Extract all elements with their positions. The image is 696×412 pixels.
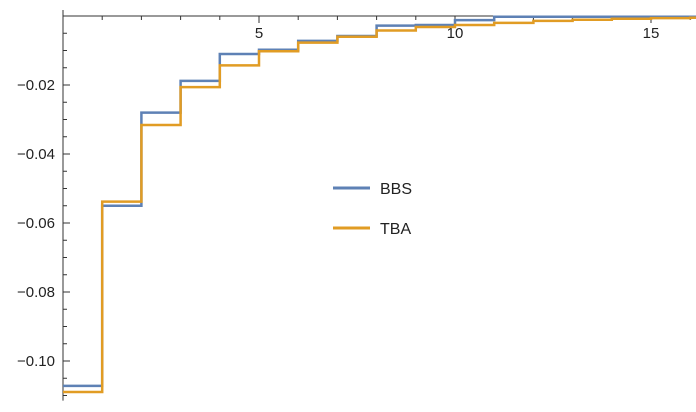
y-tick-label: −0.04 (17, 146, 55, 163)
y-tick-label: −0.08 (17, 284, 55, 301)
series-line-bbs (63, 15, 696, 388)
legend: BBS TBA (333, 181, 412, 238)
series-line-tba (63, 16, 696, 394)
axes: 5 10 15 −0.02 −0.04 −0.06 −0.08 −0.10 (17, 10, 696, 401)
legend-label-tba: TBA (380, 221, 411, 238)
legend-label-bbs: BBS (380, 181, 412, 198)
y-tick-label: −0.02 (17, 77, 55, 94)
series-layer (63, 15, 696, 394)
x-tick-label: 10 (447, 25, 464, 42)
x-tick-label: 15 (643, 25, 660, 42)
x-tick-label: 5 (255, 25, 263, 42)
y-tick-label: −0.10 (17, 353, 55, 370)
y-tick-label: −0.06 (17, 215, 55, 232)
